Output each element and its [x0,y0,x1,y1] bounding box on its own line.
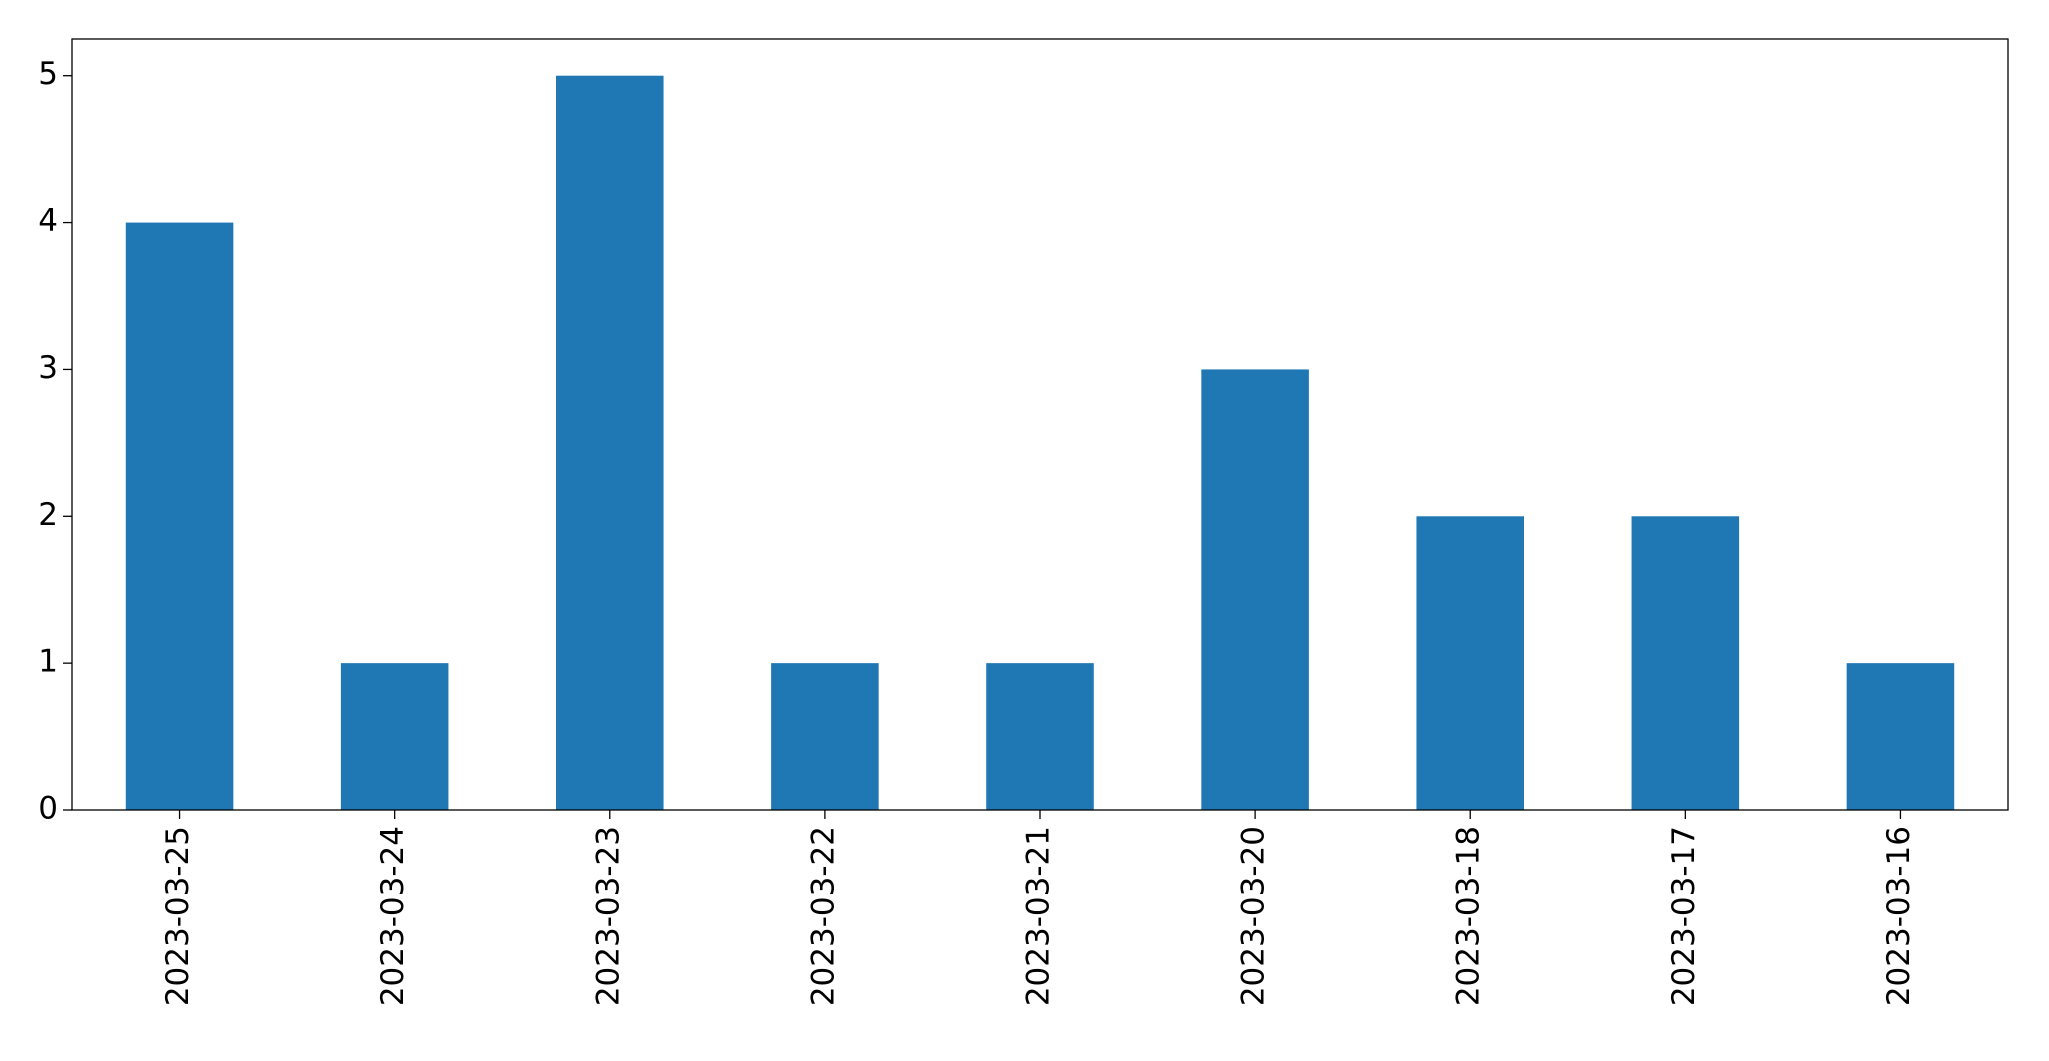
y-tick-label: 5 [38,56,58,92]
x-tick-label: 2023-03-23 [590,826,626,1006]
bar [771,663,879,810]
y-tick-label: 2 [38,497,58,533]
x-tick-label: 2023-03-20 [1236,826,1272,1006]
x-tick-label: 2023-03-18 [1451,826,1487,1006]
bar [125,222,234,811]
x-tick-label: 2023-03-21 [1021,826,1057,1006]
y-tick-label: 0 [38,791,58,827]
plot-frame [71,38,2009,811]
x-tick-label: 2023-03-16 [1881,826,1917,1006]
bar [1846,663,1955,810]
bar [1416,516,1524,810]
bar [340,663,449,810]
bar [1631,516,1740,810]
y-tick-label: 4 [38,203,58,239]
x-tick-label: 2023-03-25 [160,826,196,1006]
bar [986,663,1094,810]
x-tick-label: 2023-03-22 [805,826,841,1006]
bar [556,75,664,810]
x-tick-label: 2023-03-24 [375,826,411,1006]
bar [1201,369,1309,810]
x-tick-label: 2023-03-17 [1666,826,1702,1006]
y-tick-label: 1 [38,644,58,680]
y-tick-label: 3 [38,350,58,386]
